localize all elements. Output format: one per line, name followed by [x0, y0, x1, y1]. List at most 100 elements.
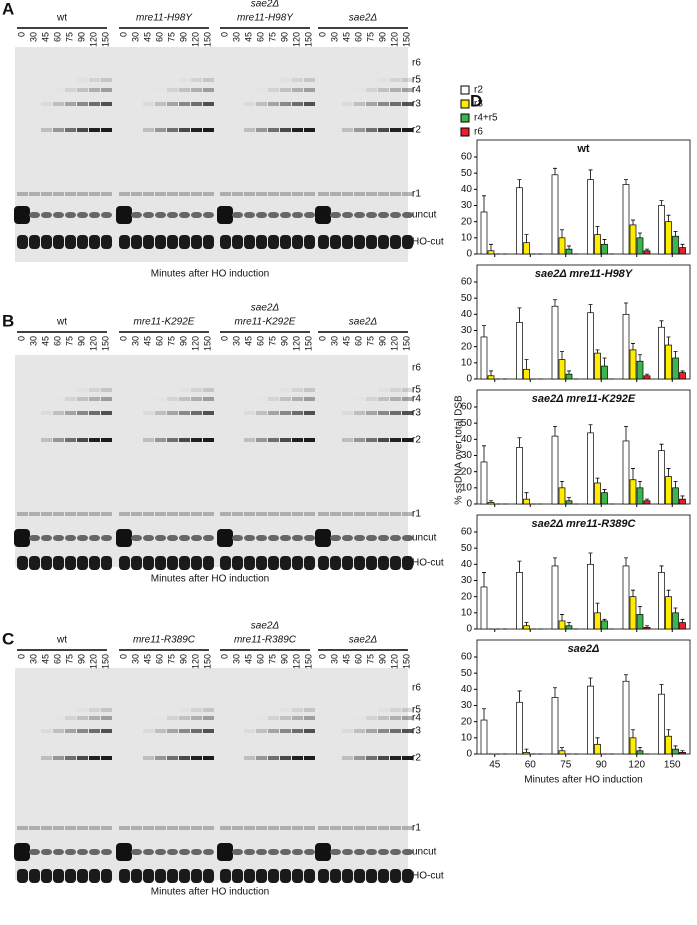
band — [292, 708, 303, 712]
bar — [658, 205, 665, 255]
error-bar — [524, 748, 529, 753]
lane-label: 120 — [190, 336, 200, 351]
error-bar — [567, 245, 571, 250]
band — [155, 556, 166, 570]
error-bar — [489, 500, 493, 503]
band — [143, 128, 154, 132]
band — [77, 397, 88, 401]
band — [402, 411, 413, 415]
band — [366, 102, 377, 106]
band — [256, 716, 267, 720]
band — [203, 869, 214, 883]
band — [179, 716, 190, 720]
band — [220, 556, 231, 570]
band — [167, 556, 178, 570]
error-bar — [588, 304, 593, 313]
lane-label: 120 — [291, 336, 301, 351]
bar — [594, 234, 601, 255]
band — [304, 826, 315, 830]
band-label: HO-cut — [412, 558, 444, 569]
bar — [665, 596, 672, 630]
band — [155, 438, 166, 442]
band — [330, 212, 341, 218]
band — [220, 826, 231, 830]
error-bar — [631, 343, 635, 350]
band — [342, 192, 353, 196]
band — [203, 102, 214, 106]
band — [179, 869, 190, 883]
y-tick-label: 60 — [461, 402, 473, 413]
band — [292, 556, 303, 570]
band — [390, 388, 401, 392]
bar — [480, 461, 488, 505]
band — [65, 212, 76, 218]
lane-label: 75 — [64, 32, 74, 42]
band — [268, 535, 279, 541]
error-bar — [588, 169, 593, 180]
band — [232, 535, 243, 541]
y-tick-label: 40 — [461, 559, 473, 570]
band — [366, 556, 377, 570]
band — [256, 729, 267, 733]
band — [179, 512, 190, 516]
band-label: r4 — [412, 394, 421, 405]
band — [390, 235, 401, 249]
band — [366, 535, 377, 541]
band — [280, 826, 291, 830]
error-bar — [524, 359, 529, 370]
strain-label: sae2Δ — [251, 621, 280, 632]
band — [155, 849, 166, 855]
error-bar — [624, 426, 628, 441]
band — [191, 235, 202, 249]
band — [366, 128, 377, 132]
band — [179, 708, 190, 712]
error-bar — [673, 607, 678, 613]
band — [354, 556, 365, 570]
error-bar — [553, 687, 557, 698]
lane-label: 60 — [154, 654, 164, 664]
band — [330, 235, 341, 249]
band — [65, 192, 76, 196]
error-bar — [517, 307, 522, 323]
band — [203, 388, 214, 392]
band — [402, 128, 413, 132]
bar — [629, 349, 637, 380]
panel-letter: A — [2, 0, 14, 18]
error-bar — [595, 602, 600, 613]
lane-label: 150 — [100, 32, 110, 47]
band — [268, 397, 279, 401]
band — [101, 78, 112, 82]
error-bar — [560, 614, 564, 621]
band — [244, 438, 255, 442]
band — [256, 869, 267, 883]
error-bar — [680, 495, 685, 500]
lane-label: 120 — [291, 32, 301, 47]
band — [244, 102, 255, 106]
band — [17, 235, 28, 249]
bar — [643, 375, 651, 380]
band — [101, 869, 112, 883]
lane-label: 75 — [64, 654, 74, 664]
band-label: r6 — [412, 363, 421, 374]
band — [131, 192, 142, 196]
lane-label: 120 — [88, 32, 98, 47]
band — [167, 212, 178, 218]
lane-label: 0 — [118, 336, 128, 341]
error-bar — [673, 351, 678, 358]
band — [342, 556, 353, 570]
bar — [594, 482, 601, 505]
band — [292, 716, 303, 720]
band — [280, 708, 291, 712]
band — [402, 212, 413, 218]
bar — [480, 336, 488, 380]
bar — [622, 680, 630, 755]
band — [366, 235, 377, 249]
error-bar — [602, 489, 607, 493]
band — [89, 235, 100, 249]
bar — [480, 211, 488, 255]
band — [292, 192, 303, 196]
band — [280, 102, 291, 106]
band — [280, 235, 291, 249]
error-bar — [680, 750, 685, 753]
band — [366, 411, 377, 415]
